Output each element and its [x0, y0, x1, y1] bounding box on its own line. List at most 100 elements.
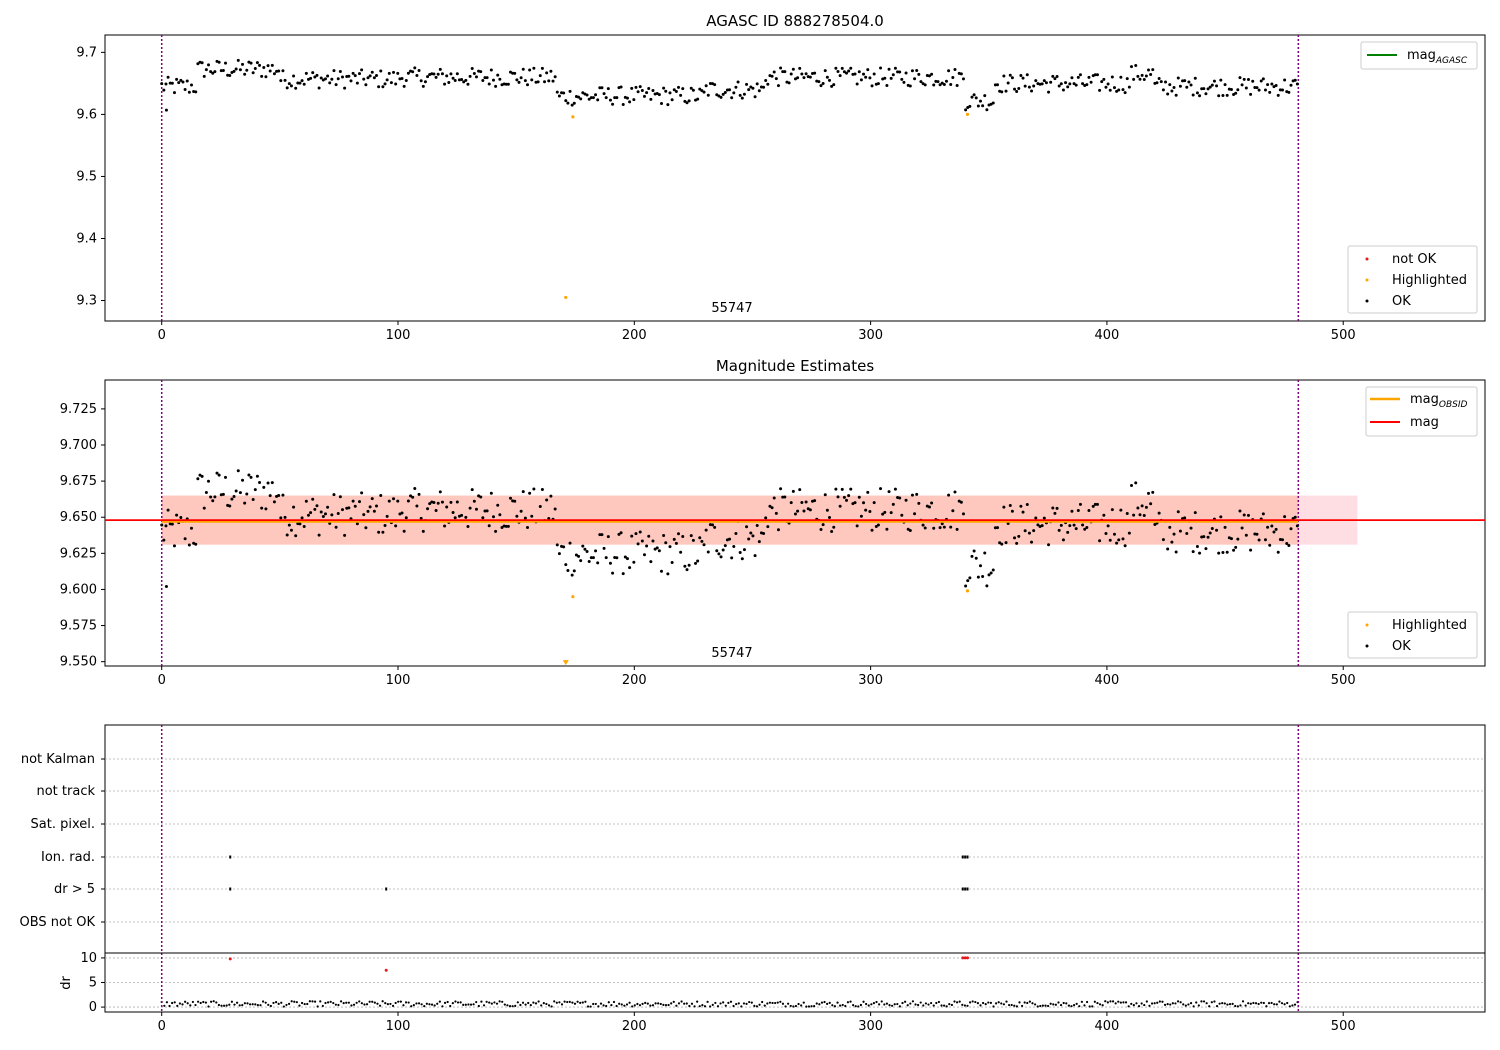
ok-point	[887, 490, 891, 494]
ok-point	[978, 564, 982, 568]
ok-point	[438, 67, 442, 71]
ok-point	[232, 69, 236, 73]
dr-point	[792, 1005, 795, 1008]
dr-point	[264, 1001, 267, 1004]
dr-point	[633, 1004, 636, 1007]
ok-point	[260, 74, 264, 78]
ok-point	[674, 541, 678, 545]
ok-point	[302, 82, 306, 86]
ok-point	[260, 506, 264, 510]
ok-point	[470, 66, 474, 70]
ok-point	[696, 97, 700, 101]
ok-point	[1261, 77, 1265, 81]
ok-point	[381, 530, 385, 534]
ok-point	[910, 69, 914, 73]
ok-point	[711, 523, 715, 527]
ok-point	[706, 93, 710, 97]
dr-point	[181, 1003, 184, 1006]
dr-point	[1026, 1001, 1029, 1005]
ok-point	[264, 507, 268, 511]
dr-point	[311, 1000, 314, 1003]
dr-point	[477, 1004, 480, 1008]
ok-point	[268, 494, 272, 498]
dr-point	[1052, 1003, 1055, 1006]
ok-point	[1091, 504, 1095, 508]
ok-point	[885, 527, 889, 531]
y-tick-label: 9.6	[76, 107, 97, 122]
ok-point	[319, 510, 323, 514]
dr-point	[974, 1000, 977, 1004]
ok-point	[1072, 82, 1076, 86]
dr-point	[1156, 1001, 1159, 1004]
dr-point	[423, 1005, 426, 1008]
ok-point	[881, 512, 885, 516]
ok-point	[394, 524, 398, 528]
dr-point	[698, 1005, 701, 1008]
ok-point	[1229, 88, 1233, 92]
ok-point	[915, 492, 919, 496]
dr-point	[1143, 1003, 1146, 1007]
ok-point	[247, 473, 251, 477]
ok-point	[828, 516, 831, 520]
ok-point	[849, 66, 853, 70]
ok-point	[1055, 506, 1059, 510]
ok-point	[1019, 74, 1023, 78]
ok-point	[734, 531, 738, 535]
legend-mag-agasc: magAGASC	[1407, 48, 1468, 66]
ok-point	[1270, 82, 1274, 86]
ok-point	[406, 71, 410, 75]
ok-point	[949, 525, 953, 529]
x-tick-label: 200	[622, 328, 647, 343]
ok-point	[1078, 502, 1082, 506]
ok-point	[636, 542, 640, 546]
ok-point	[343, 533, 347, 537]
ok-point	[864, 508, 868, 512]
dr-point	[165, 1001, 169, 1004]
ok-point	[1095, 502, 1099, 506]
dr-point	[943, 1004, 946, 1007]
ok-point	[400, 76, 404, 80]
ok-point	[702, 543, 706, 547]
dr-point	[950, 1003, 954, 1007]
ok-point	[606, 535, 610, 539]
ok-point	[338, 495, 342, 499]
ok-point	[1183, 79, 1187, 83]
ok-point	[377, 530, 381, 534]
ok-point	[436, 72, 440, 76]
ok-point	[730, 96, 734, 100]
ok-point	[825, 508, 829, 512]
ok-point	[804, 500, 808, 504]
ok-point	[364, 526, 368, 530]
ok-point	[1023, 529, 1027, 533]
ok-point	[1272, 530, 1276, 534]
ok-point	[840, 487, 844, 491]
ok-point	[1221, 93, 1225, 97]
ok-point	[309, 76, 313, 80]
ok-point	[696, 559, 700, 563]
dr-point	[342, 1002, 345, 1005]
dr-point	[358, 1000, 361, 1003]
ok-point	[657, 93, 661, 97]
ok-point	[283, 515, 287, 519]
dr-point	[480, 1000, 483, 1003]
dr-point	[1122, 1001, 1125, 1004]
ok-point	[974, 96, 978, 100]
dr-point	[321, 1004, 324, 1008]
dr-point	[464, 1003, 467, 1006]
ok-point	[1161, 538, 1165, 542]
ok-point	[300, 516, 304, 520]
ok-point	[419, 516, 423, 520]
dr-point	[238, 1004, 241, 1007]
ok-point	[1121, 537, 1125, 541]
dr-point	[459, 1001, 462, 1004]
ok-point	[245, 68, 249, 72]
ok-point	[204, 491, 208, 495]
dr-point	[896, 1002, 899, 1006]
dr-point	[667, 1003, 670, 1007]
ok-point	[1134, 64, 1138, 68]
dr-point	[597, 1005, 600, 1008]
ok-point	[772, 496, 776, 500]
ok-point	[1104, 531, 1108, 535]
ok-point	[970, 95, 974, 99]
dr-point	[625, 1003, 629, 1006]
